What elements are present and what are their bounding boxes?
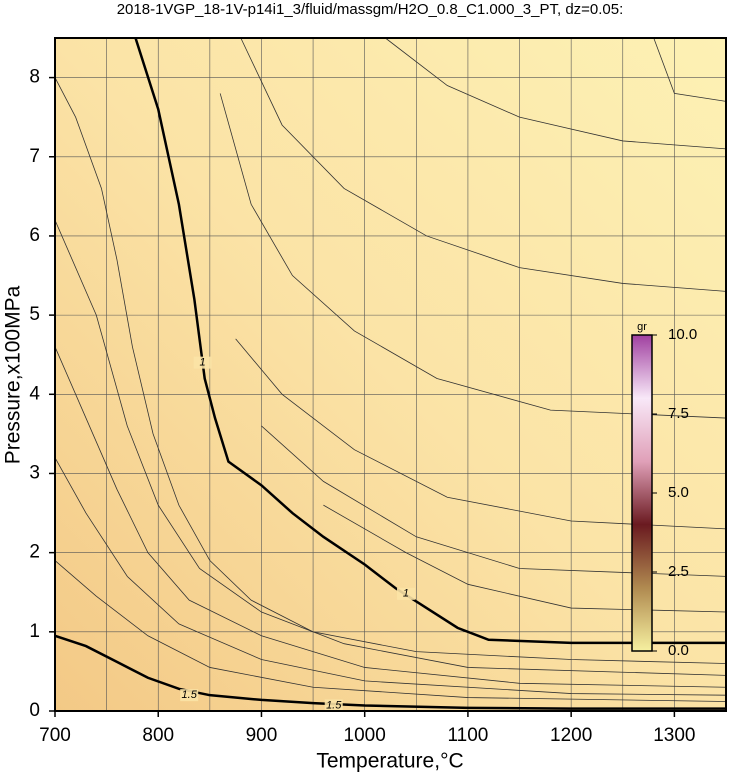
- contour-line: [653, 37, 727, 102]
- colorbar-tick-label: 2.5: [668, 563, 689, 580]
- plot-background: [55, 38, 726, 711]
- contour-line: [219, 93, 727, 419]
- contour-label: 1.5: [326, 699, 342, 711]
- contour-label-bg: [180, 689, 199, 702]
- x-tick-label: 1300: [653, 725, 695, 746]
- y-tick-label: 5: [29, 304, 40, 325]
- y-tick-label: 3: [29, 462, 40, 483]
- chart-title: 2018-1VGP_18-1V-p14i1_3/fluid/massgm/H2O…: [117, 1, 624, 18]
- contour-line: [54, 560, 727, 702]
- x-tick-label: 1200: [550, 725, 592, 746]
- x-axis-label: Temperature,°C: [316, 750, 463, 773]
- contour-line: [54, 457, 727, 696]
- y-tick-label: 7: [29, 146, 40, 167]
- y-tick-label: 0: [29, 700, 40, 721]
- x-tick-label: 700: [39, 725, 71, 746]
- x-tick-label: 1000: [344, 725, 386, 746]
- contour-line: [134, 37, 726, 645]
- contour-label: 1.5: [182, 689, 198, 701]
- colorbar-tick-label: 10.0: [668, 326, 697, 343]
- contour-line: [54, 219, 727, 676]
- contour-label: 1: [403, 588, 409, 600]
- colorbar-tick-label: 5.0: [668, 484, 689, 501]
- colorbar-tick-label: 0.0: [668, 642, 689, 659]
- contour-line: [261, 425, 727, 577]
- contour-line: [235, 338, 727, 530]
- y-tick-label: 8: [29, 67, 40, 88]
- contour-label: 1: [200, 357, 206, 369]
- contour-label-bg: [396, 587, 415, 600]
- x-tick-label: 900: [246, 725, 278, 746]
- contour-line: [385, 37, 727, 150]
- contour-line: [54, 346, 727, 688]
- plot-frame: [54, 37, 727, 712]
- contour-label-bg: [193, 356, 212, 369]
- y-axis-label: Pressure,x100MPa: [2, 285, 25, 464]
- contour-line: [54, 77, 727, 664]
- x-tick-label: 800: [142, 725, 174, 746]
- colorbar-label: gr: [637, 321, 647, 333]
- contour-line: [323, 504, 727, 613]
- contour-line: [54, 634, 726, 710]
- colorbar: [631, 334, 653, 652]
- y-tick-label: 6: [29, 225, 40, 246]
- y-tick-label: 1: [29, 621, 40, 642]
- contour-label-bg: [324, 699, 343, 712]
- contour-line: [240, 37, 727, 292]
- y-tick-label: 4: [29, 383, 40, 404]
- x-tick-label: 1100: [447, 725, 488, 746]
- colorbar-tick-label: 7.5: [668, 405, 689, 422]
- y-tick-label: 2: [29, 542, 40, 563]
